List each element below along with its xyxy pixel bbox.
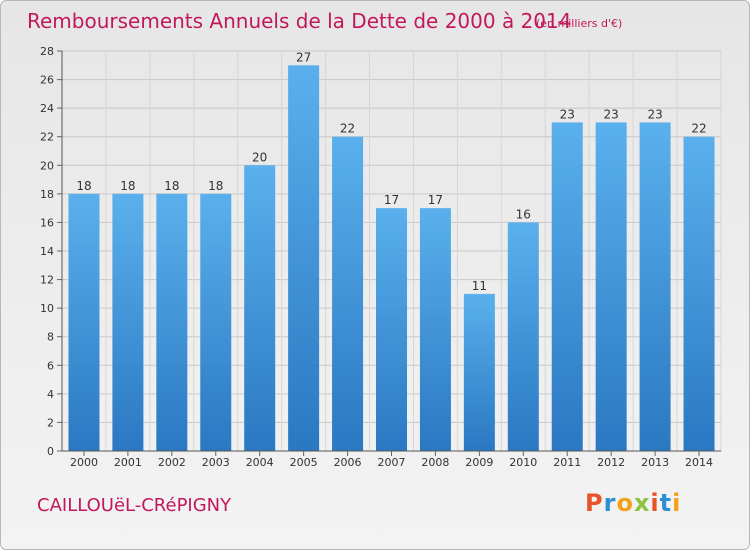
value-label: 16: [516, 207, 531, 221]
y-tick-label: 6: [47, 359, 54, 372]
x-tick-label: 2013: [641, 456, 669, 469]
bar-2012: [595, 122, 627, 451]
bars: [68, 65, 715, 452]
commune-name: CAILLOUëL-CRéPIGNY: [37, 495, 232, 516]
proxiti-logo[interactable]: Proxiti: [585, 489, 681, 517]
y-tick-label: 0: [47, 445, 54, 458]
bar-2002: [156, 193, 188, 451]
logo-letter: t: [659, 489, 673, 517]
x-tick-label: 2003: [202, 456, 230, 469]
chart-subtitle: (en milliers d'€): [536, 17, 623, 30]
bar-2007: [376, 208, 407, 451]
x-tick-label: 2012: [597, 456, 625, 469]
value-labels: 18 18 18 18 20 27 22 17 17 11 16 23 23 23 22: [76, 50, 706, 293]
logo-letter: i: [672, 489, 682, 517]
x-tick-label: 2006: [334, 456, 362, 469]
x-tick-label: 2009: [465, 456, 493, 469]
value-label: 17: [428, 193, 443, 207]
y-tick-label: 4: [47, 388, 54, 401]
value-label: 18: [208, 179, 223, 193]
x-tick-label: 2010: [509, 456, 537, 469]
y-tick-label: 18: [40, 188, 54, 201]
y-tick-label: 2: [47, 416, 54, 429]
y-tick-label: 28: [40, 45, 54, 58]
x-tick-label: 2004: [246, 456, 274, 469]
y-tick-label: 24: [40, 102, 54, 115]
bar-2001: [112, 193, 144, 451]
value-label: 17: [384, 193, 399, 207]
x-tick-label: 2014: [685, 456, 713, 469]
x-tick-label: 2002: [158, 456, 186, 469]
bar-2014: [683, 136, 715, 451]
bar-2008: [419, 208, 451, 451]
logo-letter: x: [633, 489, 651, 517]
logo-letter: i: [650, 489, 660, 517]
value-label: 22: [340, 122, 355, 136]
value-label: 20: [252, 150, 267, 164]
bar-2004: [244, 165, 276, 452]
logo-letter: r: [603, 489, 617, 517]
x-tick-label: 2007: [378, 456, 406, 469]
bar-2009: [463, 293, 495, 451]
value-label: 27: [296, 50, 311, 64]
y-tick-label: 10: [40, 302, 54, 315]
y-tick-label: 16: [40, 216, 54, 229]
y-tick-label: 8: [47, 331, 54, 344]
x-tick-label: 2000: [70, 456, 98, 469]
x-tick-label: 2008: [421, 456, 449, 469]
y-tick-label: 22: [40, 131, 54, 144]
value-label: 18: [120, 179, 135, 193]
value-label: 18: [164, 179, 179, 193]
y-tick-label: 14: [40, 245, 54, 258]
y-tick-label: 20: [40, 159, 54, 172]
bar-2013: [639, 122, 671, 451]
bar-2011: [551, 122, 583, 451]
bar-2000: [68, 193, 100, 451]
value-label: 18: [76, 179, 91, 193]
logo-letter: o: [616, 489, 634, 517]
x-tick-label: 2001: [114, 456, 142, 469]
bar-2003: [200, 193, 232, 451]
value-label: 11: [472, 279, 487, 293]
value-label: 23: [560, 107, 575, 121]
value-label: 23: [647, 107, 662, 121]
value-label: 23: [604, 107, 619, 121]
chart-title: Remboursements Annuels de la Dette de 20…: [27, 9, 572, 33]
y-tick-label: 12: [40, 274, 54, 287]
bar-2010: [507, 222, 539, 451]
y-tick-label: 26: [40, 74, 54, 87]
x-tick-label: 2005: [290, 456, 318, 469]
value-label: 22: [691, 122, 706, 136]
logo-letter: P: [585, 489, 604, 517]
bar-2006: [332, 136, 364, 451]
bar-2005: [288, 65, 320, 452]
x-tick-label: 2011: [553, 456, 581, 469]
